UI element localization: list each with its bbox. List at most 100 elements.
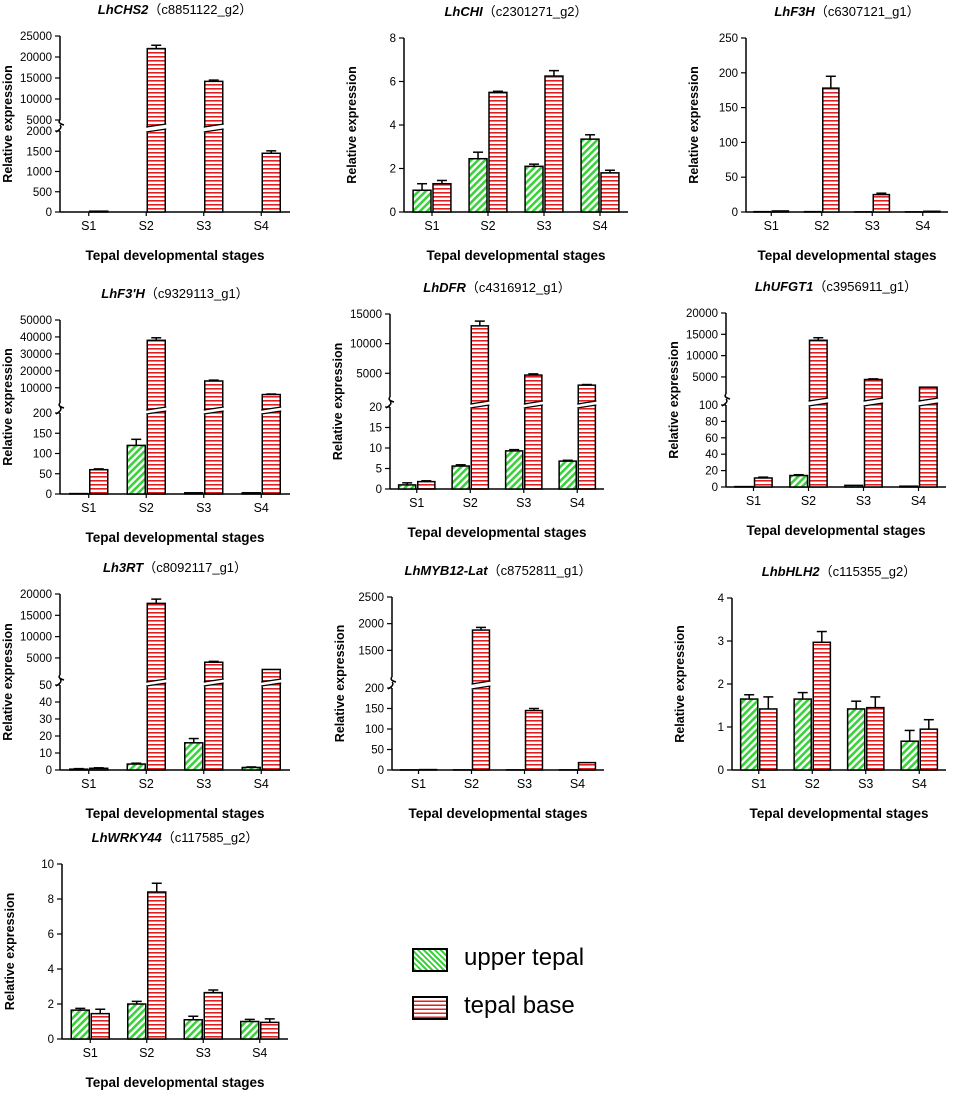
- bar-break-line: [863, 402, 884, 407]
- bar-tepal-base: [471, 629, 491, 771]
- chart-title: LhUFGT1（c3956911_g1）: [755, 279, 917, 294]
- axis-break-mark: [390, 676, 397, 683]
- x-tick-label: S3: [516, 496, 531, 510]
- y-tick-label: 15000: [20, 610, 52, 622]
- chart-title-id: （c8092117_g1）: [143, 560, 247, 575]
- y-tick-label: 40000: [20, 332, 52, 344]
- bar-break-line: [146, 678, 167, 683]
- y-tick-label: 10000: [20, 383, 52, 395]
- axis-break-mark: [58, 674, 65, 681]
- x-tick-label: S1: [83, 1046, 98, 1060]
- y-tick-label: 30000: [20, 349, 52, 361]
- x-tick-label: S2: [814, 219, 829, 233]
- y-tick-label: 0: [712, 482, 718, 494]
- bar-break-line: [523, 404, 543, 409]
- y-tick-label: 5000: [26, 653, 52, 665]
- y-tick-label: 15000: [20, 73, 52, 85]
- axis-break-mark: [388, 396, 395, 403]
- chart-title-gene: LhMYB12-Lat: [405, 563, 489, 578]
- bar-tepal-base: [600, 172, 620, 213]
- y-tick-label: 50: [39, 469, 52, 481]
- bar-tepal-base: [90, 1012, 110, 1040]
- bar-tepal-base: [204, 661, 224, 771]
- bar-tepal-base: [260, 1021, 280, 1040]
- x-tick-label: S1: [746, 494, 761, 508]
- bar-upper-tepal: [184, 492, 204, 495]
- chart-panel: LhUFGT1（c3956911_g1） 0 20 40 60 80 100 5000 1000…: [667, 279, 946, 538]
- x-tick-label: S4: [915, 219, 930, 233]
- chart-panel: Lh3RT（c8092117_g1） 0 10 20 30 40 50 5000 10000 15…: [1, 560, 290, 821]
- bar-tepal-base: [753, 477, 773, 488]
- x-tick-label: S4: [252, 1046, 267, 1060]
- chart-title: LhCHI（c2301271_g2）: [444, 4, 587, 19]
- bar-upper-tepal: [844, 484, 864, 488]
- bar-break-line: [863, 397, 884, 402]
- y-tick-label: 20: [39, 731, 52, 743]
- bar-break-line: [261, 406, 282, 411]
- bar-break-line: [918, 397, 939, 402]
- y-tick-label: 6: [390, 77, 396, 89]
- x-tick-label: S3: [196, 219, 211, 233]
- y-tick-label: 20000: [20, 52, 52, 64]
- chart-panel: LhDFR（c4316912_g1） 0 5 10 15 20 5000 10000 15000…: [331, 280, 604, 540]
- chart-title-gene: LhF3'H: [101, 286, 145, 301]
- chart-panel: LhMYB12-Lat（c8752811_g1） 0 50 100 150 200 1500…: [333, 563, 604, 821]
- bar-break-line: [203, 123, 224, 128]
- x-tick-label: S3: [536, 219, 551, 233]
- y-tick-label: 100: [699, 400, 718, 412]
- x-tick-label: S3: [196, 1046, 211, 1060]
- bar-break-line: [146, 406, 167, 411]
- x-tick-label: S1: [81, 219, 96, 233]
- chart-title-id: （c4316912_g1）: [466, 280, 571, 295]
- axis-break-mark: [58, 402, 65, 409]
- y-tick-label: 200: [33, 408, 52, 420]
- bar-tepal-base: [261, 668, 281, 771]
- chart-title-id: （c2301271_g2）: [483, 4, 588, 19]
- bar-upper-tepal: [789, 474, 809, 488]
- y-tick-label: 8: [48, 894, 54, 906]
- bar-tepal-base: [771, 210, 790, 213]
- bar-tepal-base: [89, 468, 109, 495]
- y-tick-label: 0: [46, 207, 52, 219]
- y-tick-label: 10000: [20, 632, 52, 644]
- y-tick-label: 50: [371, 745, 384, 757]
- y-tick-label: 1500: [358, 645, 384, 657]
- chart-panel: LhbHLH2（c115355_g2） 0 1 2 3 4 Relative express…: [673, 564, 946, 821]
- x-tick-label: S4: [912, 777, 927, 791]
- x-tick-label: S4: [570, 496, 585, 510]
- x-tick-label: S4: [911, 494, 926, 508]
- y-tick-label: 20: [705, 466, 718, 478]
- y-tick-label: 20: [369, 402, 382, 414]
- bar-tepal-base: [146, 339, 166, 495]
- y-tick-label: 2500: [358, 592, 384, 604]
- y-tick-label: 5000: [692, 372, 718, 384]
- chart-title-gene: LhDFR: [423, 280, 466, 295]
- bar-tepal-base: [866, 706, 885, 771]
- bar-break-line: [918, 402, 939, 407]
- y-tick-label: 100: [365, 724, 384, 736]
- x-axis-label: Tepal developmental stages: [757, 248, 936, 263]
- bar-tepal-base: [524, 374, 543, 490]
- y-tick-label: 15000: [686, 329, 718, 341]
- y-tick-label: 0: [376, 484, 382, 496]
- bar-upper-tepal: [241, 766, 261, 771]
- bar-upper-tepal: [739, 698, 759, 771]
- x-axis-label: Tepal developmental stages: [426, 248, 605, 263]
- bar-break-line: [523, 400, 543, 405]
- bar-break-line: [471, 685, 491, 690]
- x-tick-label: S1: [424, 219, 439, 233]
- bar-break-line: [261, 410, 282, 415]
- bar-break-line: [577, 404, 597, 409]
- chart-title-gene: LhWRKY44: [92, 830, 163, 845]
- legend-label-tepal-base: tepal base: [464, 992, 575, 1019]
- bar-tepal-base: [577, 384, 597, 490]
- y-tick-label: 2: [48, 999, 54, 1011]
- chart-title-gene: LhF3H: [774, 4, 815, 19]
- bar-upper-tepal: [793, 698, 813, 771]
- legend-swatch-upper-tepal: [412, 948, 448, 972]
- chart-title: Lh3RT（c8092117_g1）: [103, 560, 247, 575]
- bar-break-line: [146, 123, 167, 128]
- x-tick-label: S2: [139, 219, 154, 233]
